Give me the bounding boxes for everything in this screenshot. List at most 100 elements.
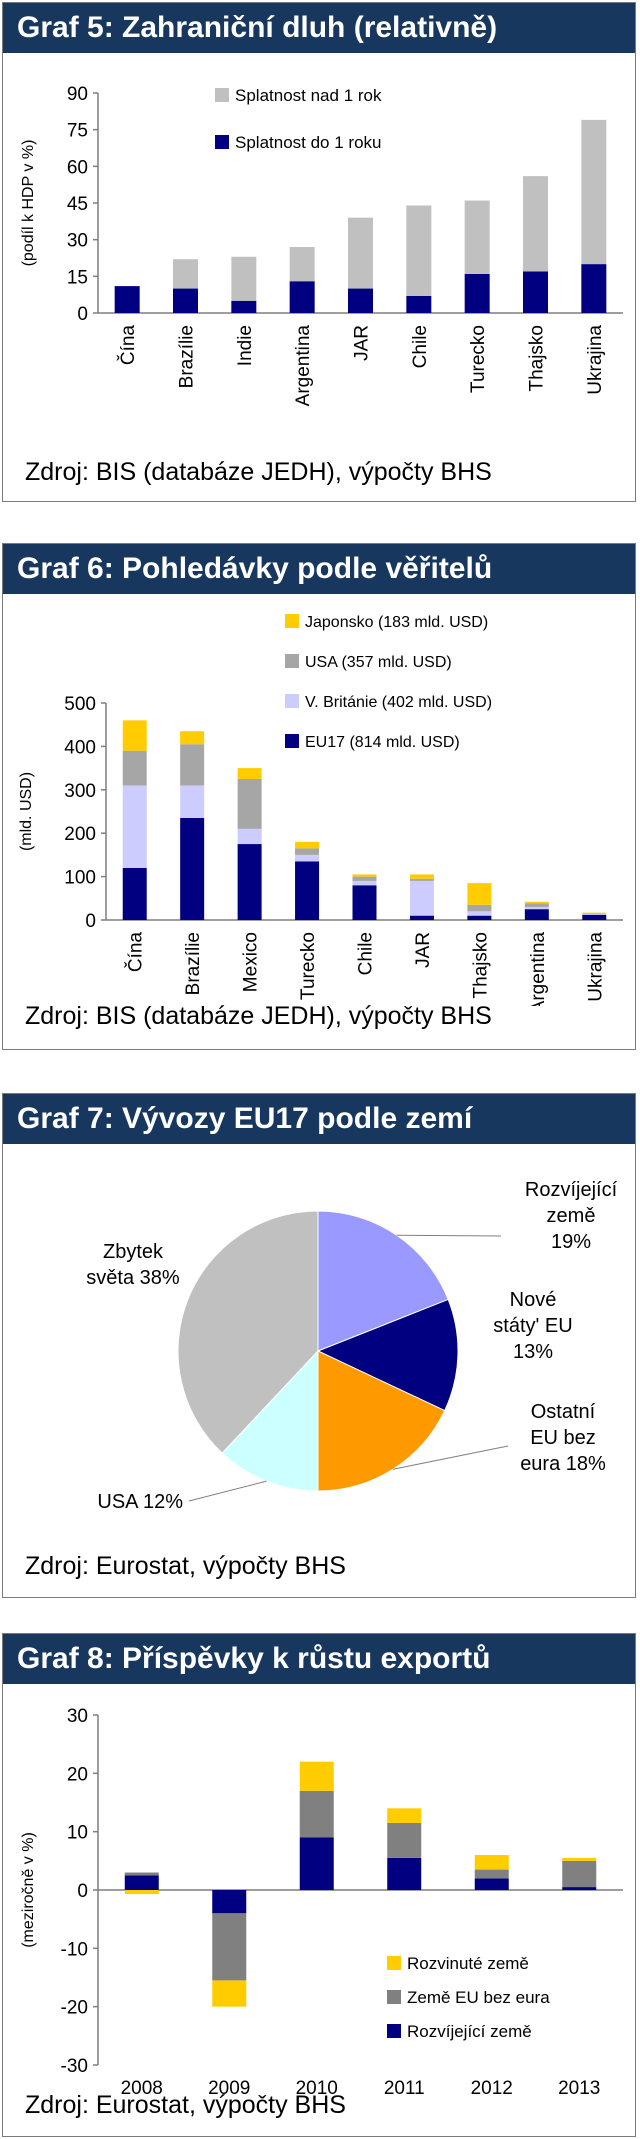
legend-japan-swatch (285, 614, 299, 628)
bar-segment (523, 176, 548, 272)
x-tick-label: Turecko (298, 932, 319, 1000)
bar-segment (180, 818, 205, 920)
legend-eu17-swatch (285, 734, 299, 748)
x-tick-label: Chile (356, 932, 377, 975)
x-tick-label: Čína (125, 932, 147, 973)
chart5-source: Zdroj: BIS (databáze JEDH), výpočty BHS (25, 458, 492, 486)
bar-segment (231, 256, 257, 301)
bar-segment (352, 880, 377, 886)
y-tick-label: 100 (64, 868, 96, 889)
y-tick-label: 0 (77, 304, 88, 325)
bar-segment (352, 885, 377, 920)
x-tick-label: Ukrajina (585, 325, 606, 395)
chart8-panel: Graf 8: Příspěvky k růstu exportů -30 -20… (2, 1633, 636, 2137)
bar-segment (295, 848, 320, 855)
chart7-title: Graf 7: Vývozy EU17 podle zemí (3, 1094, 635, 1144)
legend-developed-swatch (387, 1956, 401, 1970)
pie-label: Nové (510, 1289, 557, 1311)
pie-label: eura 18% (520, 1453, 606, 1475)
x-tick-label: Argentina (293, 325, 314, 407)
y-tick-label: 500 (64, 694, 96, 715)
legend-label-short: Splatnost do 1 roku (235, 133, 381, 152)
chart8-title: Graf 8: Příspěvky k růstu exportů (3, 1634, 635, 1684)
y-tick-label: 30 (67, 1706, 88, 1727)
bar-segment (237, 844, 262, 920)
bar-segment (524, 906, 549, 910)
chart5-plot: 0 15 30 45 60 75 90 (podíl k HDP v %) Čína Brazíl… (20, 84, 623, 407)
pie-label: Rozvíjející (525, 1179, 618, 1201)
bar-segment (180, 744, 205, 786)
chart7-source: Zdroj: Eurostat, výpočty BHS (25, 1552, 346, 1580)
y-tick-label: 400 (64, 737, 96, 758)
chart6-plot: 0 100 200 300 400 500 (mld. USD) Čína Brazílie Me… (18, 614, 623, 1006)
y-axis-title: (mld. USD) (18, 772, 35, 851)
x-tick-label: Ukrajina (585, 932, 606, 1002)
bar-segment (212, 1913, 247, 1981)
pie-leader-line (188, 1480, 267, 1502)
y-tick-label: 45 (67, 194, 88, 215)
x-tick-label: Čína (117, 325, 139, 366)
chart7-panel: Graf 7: Vývozy EU17 podle zemí Rozvíjejí… (2, 1093, 636, 1598)
legend-swatch-long (215, 88, 229, 102)
y-tick-label: 0 (85, 911, 96, 932)
x-tick-label: Turecko (468, 325, 489, 393)
y-tick-label: -20 (61, 1998, 88, 2019)
pie-label: 13% (513, 1341, 553, 1363)
bar-segment (523, 271, 548, 313)
y-tick-label: 300 (64, 781, 96, 802)
bar-segment (173, 288, 198, 313)
pie-label: Ostatní (531, 1401, 596, 1423)
bar-segment (173, 259, 198, 289)
legend-uk-swatch (285, 694, 299, 708)
bar-segment (299, 1837, 334, 1890)
x-tick-label: 2010 (296, 2078, 338, 2096)
bar-segment (409, 874, 434, 879)
bar-segment (474, 1878, 509, 1890)
bar-segment (562, 1887, 597, 1890)
pie-slice (317, 1350, 446, 1492)
bar-segment (467, 883, 492, 905)
bar-segment (581, 264, 607, 313)
bar-segment (289, 247, 315, 282)
bar-segment (122, 867, 147, 920)
y-tick-label: 10 (67, 1823, 88, 1844)
x-tick-label: 2011 (384, 2078, 425, 2096)
bar-segment (124, 1872, 159, 1876)
bar-segment (114, 286, 140, 313)
legend-usa-label: USA (357 mld. USD) (305, 654, 452, 671)
chart6-panel: Graf 6: Pohledávky podle věřitelů 0 100 20… (2, 543, 636, 1050)
bar-segment (180, 785, 205, 819)
pie-label: světa 38% (86, 1267, 180, 1289)
pie-slice (317, 1210, 449, 1352)
chart8-source: Zdroj: Eurostat, výpočty BHS (25, 2091, 346, 2119)
legend-label-long: Splatnost nad 1 rok (235, 86, 382, 105)
x-tick-label: Chile (410, 325, 431, 368)
legend-swatch-short (215, 135, 229, 149)
pie-slice (316, 1298, 459, 1412)
bar-segment (464, 200, 490, 274)
y-tick-label: 20 (67, 1764, 88, 1785)
bar-segment (124, 1890, 159, 1895)
bar-segment (467, 911, 492, 916)
bar-segment (467, 915, 492, 920)
chart8-plot: -30 -20 -10 0 10 20 30 (meziročně v %) 2008 2009 2… (20, 1706, 623, 2096)
bar-segment (524, 909, 549, 920)
bar-segment (474, 1869, 509, 1879)
bar-segment (122, 720, 147, 751)
y-axis-title: (podíl k HDP v %) (20, 140, 37, 267)
bar-segment (124, 1875, 159, 1890)
bar-segment (180, 731, 205, 745)
bar-segment (237, 768, 262, 779)
bar-segment (581, 119, 607, 265)
bar-segment (409, 880, 434, 916)
bar-segment (231, 300, 257, 313)
legend-eu17-label: EU17 (814 mld. USD) (305, 734, 460, 751)
x-tick-label: 2012 (471, 2078, 513, 2096)
y-tick-label: -30 (61, 2056, 88, 2077)
x-tick-label: JAR (352, 325, 373, 361)
x-tick-label: Argentina (528, 932, 549, 1006)
y-tick-label: 15 (67, 267, 88, 288)
bar-segment (464, 273, 490, 313)
x-tick-label: Thajsko (470, 932, 491, 999)
bar-segment (212, 1890, 247, 1914)
